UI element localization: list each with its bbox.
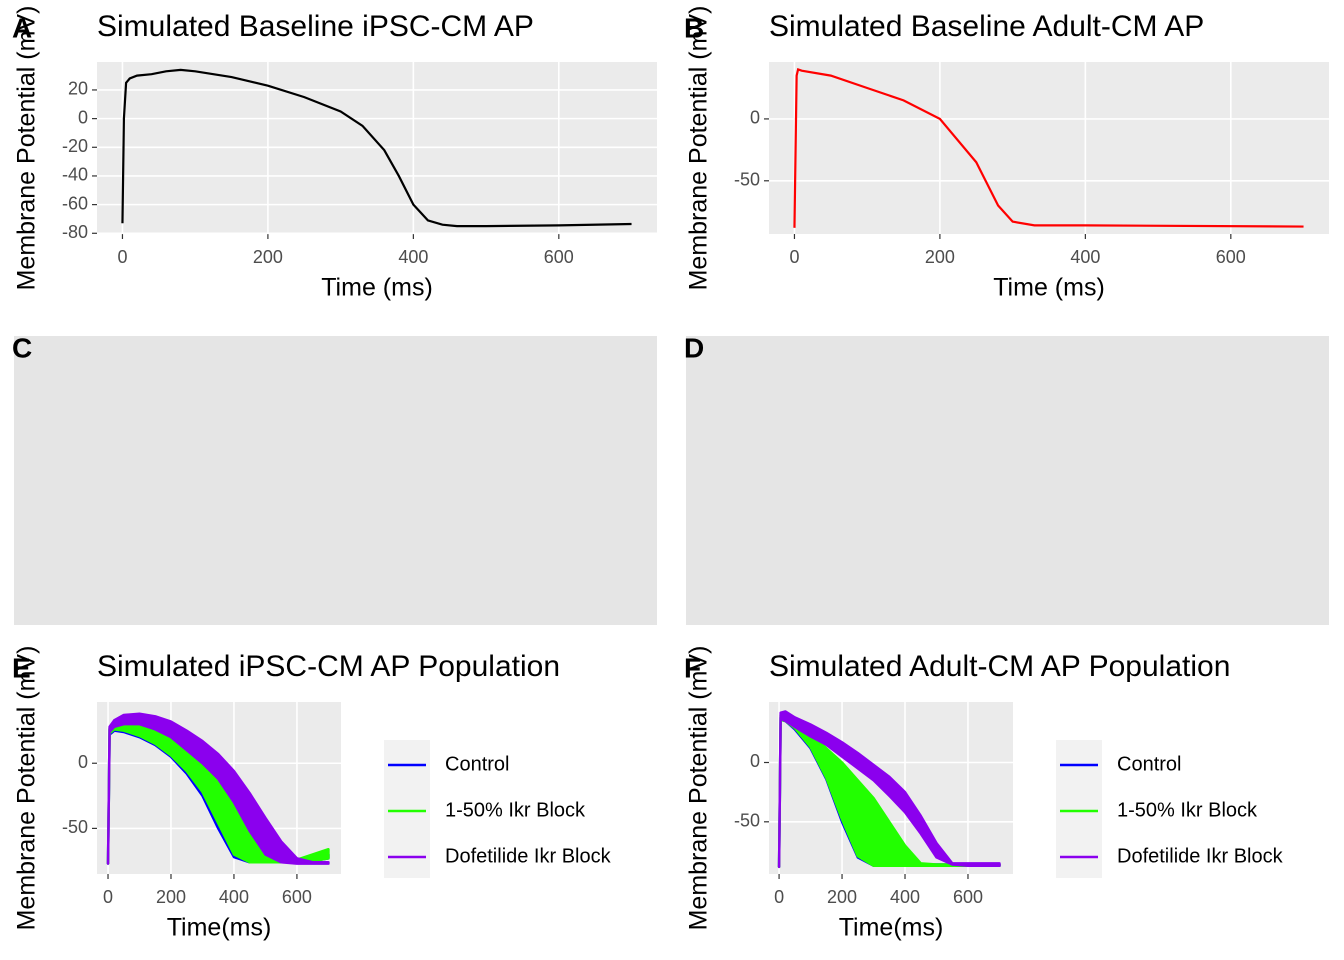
legend-background	[384, 740, 430, 878]
panel: C	[12, 332, 657, 625]
y-tick-label: -80	[62, 222, 88, 242]
legend-label: Control	[445, 753, 509, 775]
panel-label: A	[12, 12, 32, 43]
x-tick-label: 400	[1070, 247, 1100, 267]
y-tick-label: -60	[62, 193, 88, 213]
y-tick-label: -20	[62, 136, 88, 156]
y-tick-label: 20	[68, 79, 88, 99]
legend-label: Dofetilide Ikr Block	[1117, 845, 1284, 867]
x-tick-label: 200	[827, 887, 857, 907]
x-tick-label: 0	[117, 247, 127, 267]
x-axis-label: Time(ms)	[839, 914, 944, 942]
y-axis-label: Membrane Potential (mV)	[13, 646, 41, 931]
legend-label: Control	[1117, 753, 1181, 775]
legend-label: 1-50% Ikr Block	[445, 799, 586, 821]
panel-label: E	[12, 652, 31, 683]
plot-background	[769, 62, 1329, 234]
x-tick-label: 400	[398, 247, 428, 267]
y-axis-label: Membrane Potential (mV)	[685, 646, 713, 931]
y-axis-label: Membrane Potential (mV)	[685, 6, 713, 291]
y-tick-label: 0	[78, 107, 88, 127]
panel-label: F	[684, 652, 701, 683]
panel-label: C	[12, 332, 32, 363]
y-tick-label: 0	[750, 751, 760, 771]
x-tick-label: 200	[156, 887, 186, 907]
panel: 0 200 400 600 -50 0 Control 1-50% Ikr Block Dofe…	[684, 646, 1284, 942]
x-tick-label: 0	[103, 887, 113, 907]
panel: 0 200 400 600 -80 -60 -40 -20 0 20 Time (ms) Membra…	[12, 6, 657, 302]
x-axis-label: Time (ms)	[993, 274, 1105, 302]
panel: D	[684, 332, 1329, 625]
y-tick-label: -50	[734, 170, 760, 190]
x-tick-label: 600	[1216, 247, 1246, 267]
empty-panel	[14, 336, 657, 625]
legend-background	[1056, 740, 1102, 878]
x-tick-label: 400	[890, 887, 920, 907]
empty-panel	[686, 336, 1329, 625]
panel-label: B	[684, 12, 704, 43]
data-line	[121, 68, 632, 228]
panel-label: D	[684, 332, 704, 363]
panel: 0 200 400 600 -50 0 Control 1-50% Ikr Block Dofe…	[12, 646, 612, 942]
y-tick-label: 0	[750, 108, 760, 128]
y-tick-label: -50	[734, 811, 760, 831]
x-tick-label: 200	[925, 247, 955, 267]
panel: 0 200 400 600 -50 0 Time (ms) Membrane Potentia…	[684, 6, 1329, 302]
x-tick-label: 0	[789, 247, 799, 267]
x-tick-label: 600	[953, 887, 983, 907]
x-tick-label: 0	[774, 887, 784, 907]
y-tick-label: -40	[62, 165, 88, 185]
chart-title: Simulated iPSC-CM AP Population	[97, 650, 560, 683]
y-axis-label: Membrane Potential (mV)	[13, 6, 41, 291]
x-axis-label: Time (ms)	[321, 274, 433, 302]
x-tick-label: 600	[282, 887, 312, 907]
legend-label: 1-50% Ikr Block	[1117, 799, 1258, 821]
y-tick-label: 0	[78, 752, 88, 772]
legend-label: Dofetilide Ikr Block	[445, 845, 612, 867]
x-tick-label: 400	[219, 887, 249, 907]
chart-title: Simulated Baseline Adult-CM AP	[769, 10, 1204, 43]
y-tick-label: -50	[62, 817, 88, 837]
x-tick-label: 600	[544, 247, 574, 267]
data-line	[793, 67, 1304, 228]
x-tick-label: 200	[253, 247, 283, 267]
chart-title: Simulated Baseline iPSC-CM AP	[97, 10, 534, 43]
data-band	[777, 710, 1001, 869]
data-band	[106, 712, 330, 865]
x-axis-label: Time(ms)	[167, 914, 272, 942]
chart-title: Simulated Adult-CM AP Population	[769, 650, 1230, 683]
